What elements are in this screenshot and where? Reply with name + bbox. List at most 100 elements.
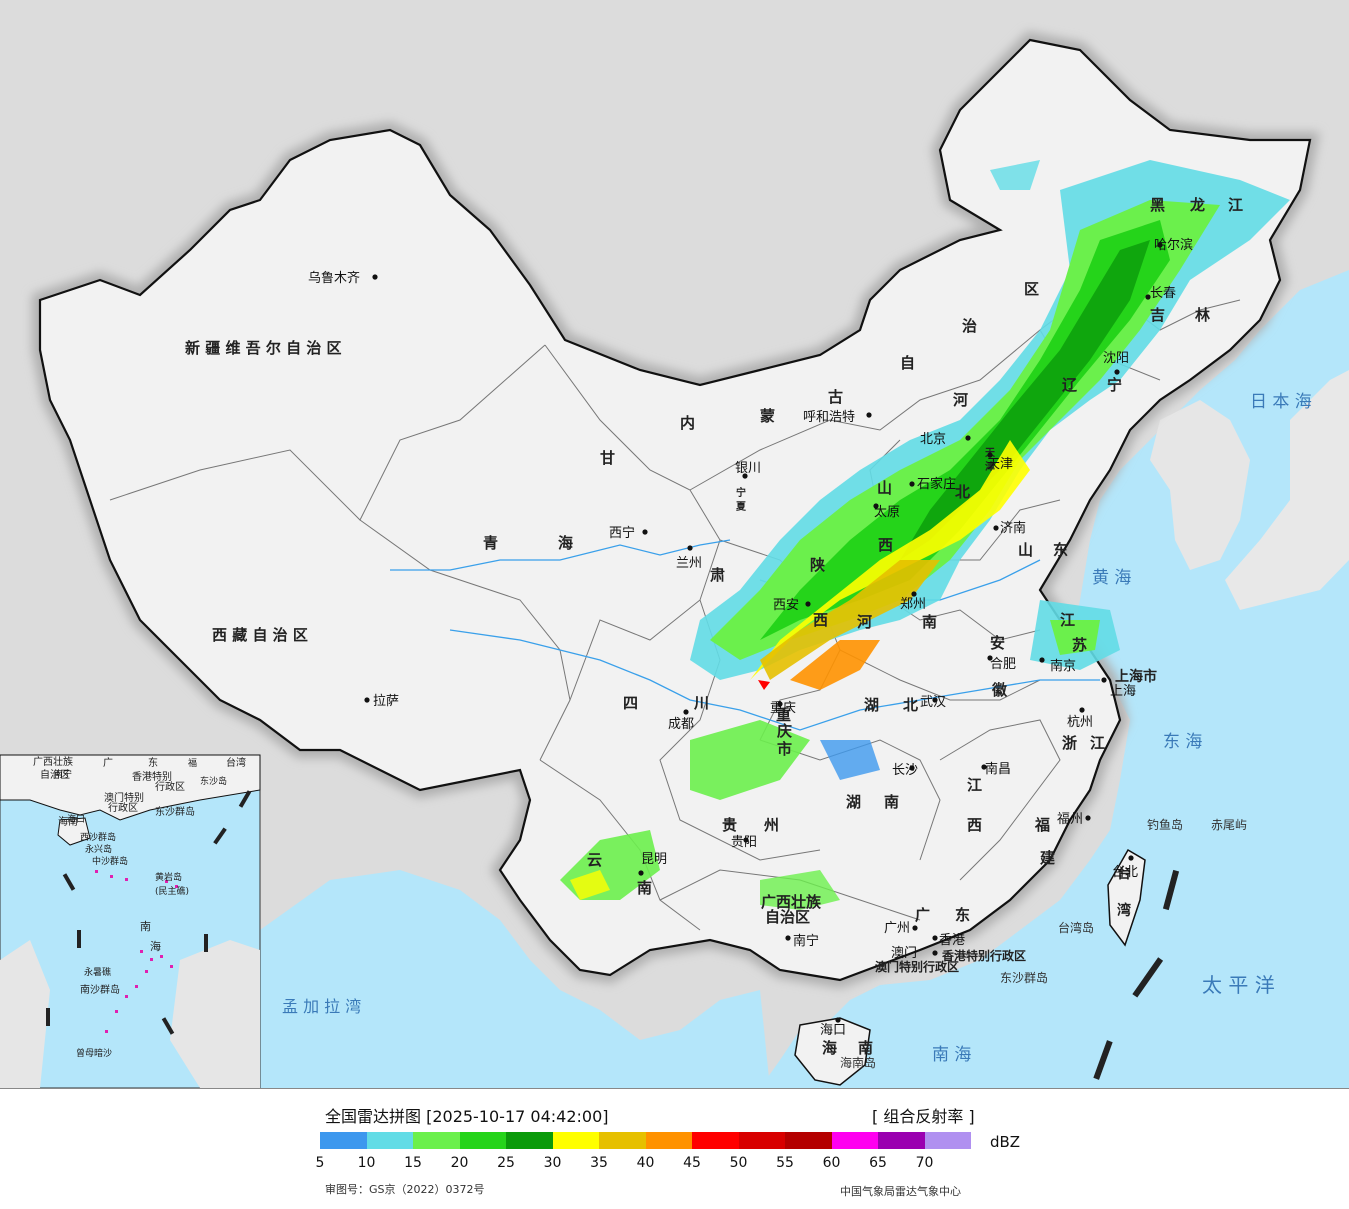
province-label: 贵 bbox=[722, 816, 737, 834]
city-marker bbox=[987, 452, 993, 458]
city-marker bbox=[638, 870, 644, 876]
province-label: 西 bbox=[967, 816, 982, 834]
inset-label: 澳门特别 bbox=[104, 791, 144, 804]
city-marker bbox=[912, 925, 918, 931]
inset-label: 南宁 bbox=[54, 768, 72, 780]
city-marker bbox=[911, 591, 917, 597]
province-label: 甘 bbox=[600, 449, 615, 467]
scale-swatch bbox=[459, 1132, 506, 1149]
unit-label: dBZ bbox=[990, 1133, 1021, 1151]
inset-label: 东沙岛 bbox=[200, 775, 227, 787]
province-label: 湾 bbox=[1117, 902, 1131, 919]
inset-label: 东 bbox=[148, 756, 158, 769]
radar-echoes bbox=[560, 160, 1290, 910]
inset-label: 海口 bbox=[67, 813, 85, 825]
city-label: 银川 bbox=[735, 461, 761, 476]
city-label: 广州 bbox=[884, 921, 910, 936]
island-label: 赤尾屿 bbox=[1211, 818, 1247, 832]
island-label: 钓鱼岛 bbox=[1147, 817, 1183, 832]
city-marker bbox=[372, 274, 378, 280]
scale-swatch bbox=[599, 1132, 646, 1149]
province-label: 广西壮族 bbox=[761, 893, 822, 911]
south-china-sea-inset bbox=[0, 754, 261, 1088]
city-marker bbox=[1079, 707, 1085, 713]
city-label: 合肥 bbox=[990, 657, 1016, 672]
province-label: 江 bbox=[967, 776, 982, 794]
city-marker bbox=[364, 697, 370, 703]
province-label: 湖 bbox=[864, 696, 879, 714]
city-marker bbox=[642, 529, 648, 535]
legend-title: 全国雷达拼图 [2025-10-17 04:42:00] bbox=[325, 1107, 609, 1126]
province-label: 夏 bbox=[735, 501, 747, 513]
japan-land bbox=[1225, 370, 1349, 610]
agency-label: 中国气象局雷达气象中心 bbox=[840, 1185, 961, 1198]
inset-label: 台湾 bbox=[226, 756, 246, 769]
province-label: 州 bbox=[763, 816, 779, 834]
province-label: 云 bbox=[587, 851, 602, 869]
province-label: 古 bbox=[828, 388, 843, 406]
inset-label: 海 bbox=[150, 939, 161, 953]
map-labels: 新 疆 维 吾 尔 自 治 区西 藏 自 治 区青 海甘肃四 川内 蒙古自治区黑龙江吉… bbox=[33, 196, 1312, 1070]
scale-tick-label: 20 bbox=[450, 1155, 469, 1171]
province-label: 西 bbox=[878, 536, 893, 554]
inset-label: 福 bbox=[188, 757, 197, 769]
sea-label: 孟 加 拉 湾 bbox=[282, 997, 361, 1016]
city-marker bbox=[965, 435, 971, 441]
province-label: 北 bbox=[903, 696, 918, 714]
province-label: 香港特别行政区 bbox=[941, 948, 1026, 963]
inset-label: (民主礁) bbox=[155, 885, 189, 897]
province-label: 海 bbox=[558, 534, 573, 552]
city-label: 兰州 bbox=[676, 556, 702, 571]
sea-area-west bbox=[260, 870, 770, 1088]
sea-label: 黄 海 bbox=[1092, 568, 1131, 588]
province-label: 宁 bbox=[736, 486, 746, 499]
province-label: 四 bbox=[623, 694, 638, 712]
city-marker bbox=[909, 765, 915, 771]
scale-swatch bbox=[785, 1132, 832, 1149]
city-marker bbox=[932, 950, 938, 956]
province-label: 重 bbox=[776, 706, 791, 724]
province-label: 澳门特别行政区 bbox=[875, 959, 959, 974]
scs-boundary-dashes bbox=[1093, 869, 1180, 1080]
city-marker bbox=[1085, 815, 1091, 821]
city-label: 哈尔滨 bbox=[1154, 237, 1193, 253]
city-label: 香港 bbox=[939, 933, 965, 948]
taiwan-island bbox=[1107, 848, 1146, 947]
city-marker bbox=[932, 935, 938, 941]
city-label: 海口 bbox=[820, 1023, 846, 1038]
inset-label: 永暑礁 bbox=[84, 966, 111, 978]
scale-tick-label: 50 bbox=[729, 1155, 748, 1171]
inset-label: 中沙群岛 bbox=[92, 855, 128, 867]
city-label: 台北 bbox=[1112, 865, 1138, 880]
city-label: 重庆 bbox=[770, 700, 796, 716]
city-marker bbox=[1157, 242, 1163, 248]
city-marker bbox=[687, 545, 693, 551]
radar-map: 新 疆 维 吾 尔 自 治 区西 藏 自 治 区青 海甘肃四 川内 蒙古自治区黑龙江吉… bbox=[0, 0, 1349, 1088]
scale-tick-label: 5 bbox=[315, 1155, 325, 1171]
inset-label: 海南 bbox=[58, 815, 78, 828]
city-marker bbox=[932, 697, 938, 703]
province-label: 苏 bbox=[1072, 636, 1087, 654]
province-label: 黑 bbox=[1150, 196, 1165, 214]
city-label: 成都 bbox=[668, 717, 694, 732]
city-label: 西宁 bbox=[609, 525, 635, 541]
city-marker bbox=[1039, 657, 1045, 663]
city-label: 乌鲁木齐 bbox=[308, 270, 360, 286]
inset-label: 曾母暗沙 bbox=[76, 1047, 112, 1059]
province-label: 庆 bbox=[777, 722, 792, 740]
province-label: 安 bbox=[990, 634, 1005, 652]
province-label: 南 bbox=[922, 613, 937, 631]
scale-swatch bbox=[366, 1132, 413, 1149]
city-label: 北京 bbox=[920, 432, 946, 447]
city-label: 南京 bbox=[1050, 658, 1076, 674]
province-label: 东 bbox=[1053, 541, 1068, 559]
city-label: 沈阳 bbox=[1103, 351, 1129, 366]
province-label: 东 bbox=[955, 906, 970, 924]
province-label: 区 bbox=[1024, 280, 1039, 298]
city-marker bbox=[981, 764, 987, 770]
province-label: 福 bbox=[1034, 816, 1050, 834]
province-label: 山 bbox=[1018, 541, 1033, 559]
province-label: 江 bbox=[1090, 734, 1105, 752]
scale-tick-label: 25 bbox=[497, 1155, 515, 1171]
scale-tick-label: 60 bbox=[822, 1155, 841, 1171]
